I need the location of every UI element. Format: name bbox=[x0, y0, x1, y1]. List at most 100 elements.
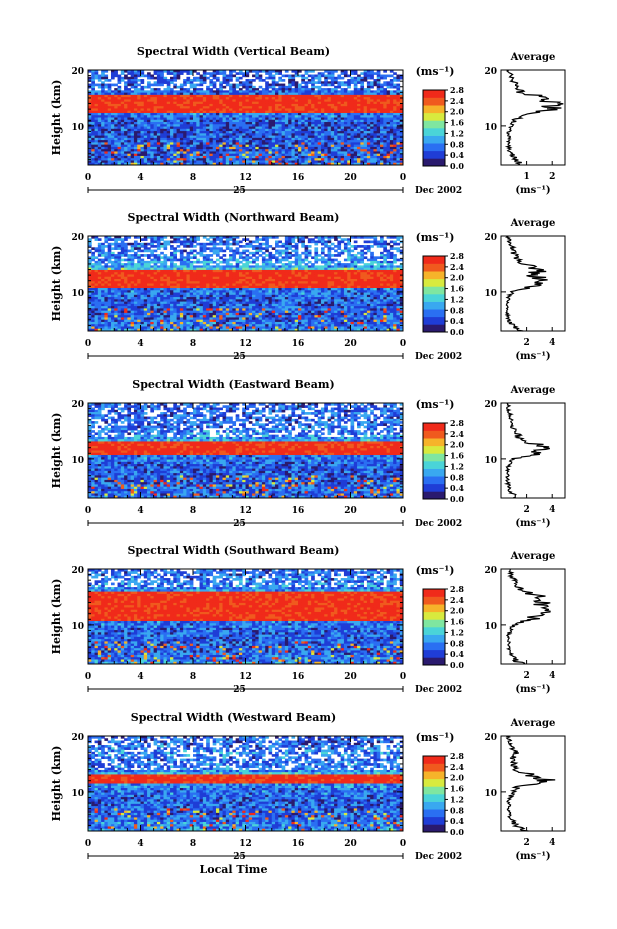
heatmap-cell bbox=[288, 74, 292, 78]
panel-title: Spectral Width (Northward Beam) bbox=[128, 211, 340, 224]
heatmap-cell bbox=[222, 97, 227, 100]
heatmap-cell bbox=[281, 79, 286, 82]
heatmap-cell bbox=[304, 117, 309, 121]
heatmap-cell bbox=[265, 112, 269, 116]
heatmap-cell bbox=[179, 146, 184, 150]
heatmap-cell bbox=[314, 133, 319, 136]
heatmap-cell bbox=[399, 97, 404, 100]
heatmap-cell bbox=[170, 88, 174, 91]
heatmap-cell bbox=[238, 256, 243, 260]
heatmap-cell bbox=[196, 119, 200, 123]
heatmap-cell bbox=[163, 70, 168, 73]
heatmap-cell bbox=[265, 133, 269, 136]
heatmap-cell bbox=[101, 76, 105, 80]
heatmap-cell bbox=[229, 83, 233, 87]
heatmap-cell bbox=[215, 146, 220, 150]
heatmap-cell bbox=[225, 106, 230, 109]
heatmap-cell bbox=[235, 90, 240, 94]
heatmap-cell bbox=[347, 122, 351, 125]
heatmap-cell bbox=[278, 265, 282, 269]
heatmap-cell bbox=[357, 119, 361, 123]
heatmap-cell bbox=[366, 76, 371, 80]
heatmap-cell bbox=[373, 79, 378, 82]
heatmap-cell bbox=[170, 251, 174, 255]
heatmap-cell bbox=[268, 103, 273, 107]
heatmap-cell bbox=[386, 106, 391, 109]
heatmap-cell bbox=[366, 99, 371, 103]
heatmap-cell bbox=[143, 106, 148, 109]
heatmap-cell bbox=[343, 115, 348, 118]
heatmap-cell bbox=[156, 76, 161, 80]
heatmap-cell bbox=[160, 81, 164, 84]
heatmap-cell bbox=[88, 90, 92, 94]
heatmap-cell bbox=[104, 119, 109, 123]
heatmap-cell bbox=[176, 119, 181, 123]
heatmap-cell bbox=[238, 94, 243, 98]
heatmap-field bbox=[88, 70, 404, 166]
heatmap-cell bbox=[324, 88, 328, 91]
heatmap-cell bbox=[380, 83, 384, 87]
heatmap-cell bbox=[140, 92, 145, 96]
heatmap-cell bbox=[366, 106, 371, 109]
heatmap-cell bbox=[150, 122, 155, 125]
heatmap-cell bbox=[124, 97, 128, 100]
heatmap-cell bbox=[173, 72, 177, 75]
heatmap-cell bbox=[242, 74, 246, 78]
heatmap-cell bbox=[288, 115, 292, 118]
heatmap-cell bbox=[133, 115, 138, 118]
heatmap-cell bbox=[330, 94, 335, 98]
heatmap-cell bbox=[343, 74, 348, 78]
heatmap-cell bbox=[380, 112, 384, 116]
heatmap-cell bbox=[91, 81, 95, 84]
heatmap-cell bbox=[235, 94, 240, 98]
heatmap-cell bbox=[215, 112, 220, 116]
heatmap-cell bbox=[317, 265, 322, 269]
heatmap-cell bbox=[193, 112, 197, 116]
heatmap-cell bbox=[281, 90, 286, 94]
heatmap-cell bbox=[393, 79, 397, 82]
heatmap-cell bbox=[304, 85, 309, 89]
heatmap-cell bbox=[288, 85, 292, 89]
heatmap-cell bbox=[163, 119, 168, 123]
heatmap-cell bbox=[314, 110, 319, 114]
heatmap-cell bbox=[386, 83, 391, 87]
heatmap-cell bbox=[133, 92, 138, 96]
heatmap-cell bbox=[101, 92, 105, 96]
heatmap-cell bbox=[334, 122, 338, 125]
heatmap-cell bbox=[366, 94, 371, 98]
heatmap-cell bbox=[307, 99, 312, 103]
heatmap-cell bbox=[179, 101, 184, 105]
heatmap-cell bbox=[202, 265, 207, 269]
heatmap-cell bbox=[97, 74, 102, 78]
colorbar-segment bbox=[423, 90, 445, 98]
heatmap-cell bbox=[183, 106, 187, 109]
heatmap-cell bbox=[219, 106, 223, 109]
heatmap-cell bbox=[248, 106, 253, 109]
heatmap-cell bbox=[110, 251, 115, 255]
heatmap-cell bbox=[215, 88, 220, 91]
colorbar-tick-label: 2.4 bbox=[450, 96, 464, 106]
heatmap-cell bbox=[150, 110, 155, 114]
heatmap-cell bbox=[127, 119, 132, 123]
colorbar-tick-label: 2.0 bbox=[450, 107, 464, 117]
heatmap-cell bbox=[353, 72, 358, 75]
heatmap-cell bbox=[124, 115, 128, 118]
colorbar-tick-label: 0.4 bbox=[450, 150, 464, 160]
heatmap-cell bbox=[186, 122, 191, 125]
heatmap-cell bbox=[314, 76, 319, 80]
heatmap-cell bbox=[396, 133, 401, 136]
heatmap-cell bbox=[294, 90, 299, 94]
heatmap-cell bbox=[124, 90, 128, 94]
heatmap-cell bbox=[173, 97, 177, 100]
heatmap-cell bbox=[278, 79, 282, 82]
heatmap-cell bbox=[324, 110, 328, 114]
heatmap-cell bbox=[288, 117, 292, 121]
heatmap-cell bbox=[376, 115, 381, 118]
heatmap-cell bbox=[291, 101, 296, 105]
heatmap-cell bbox=[229, 79, 233, 82]
heatmap-cell bbox=[124, 238, 128, 241]
heatmap-cell bbox=[147, 117, 151, 121]
heatmap-cell bbox=[281, 245, 286, 248]
heatmap-cell bbox=[298, 106, 302, 109]
heatmap-cell bbox=[324, 70, 328, 73]
